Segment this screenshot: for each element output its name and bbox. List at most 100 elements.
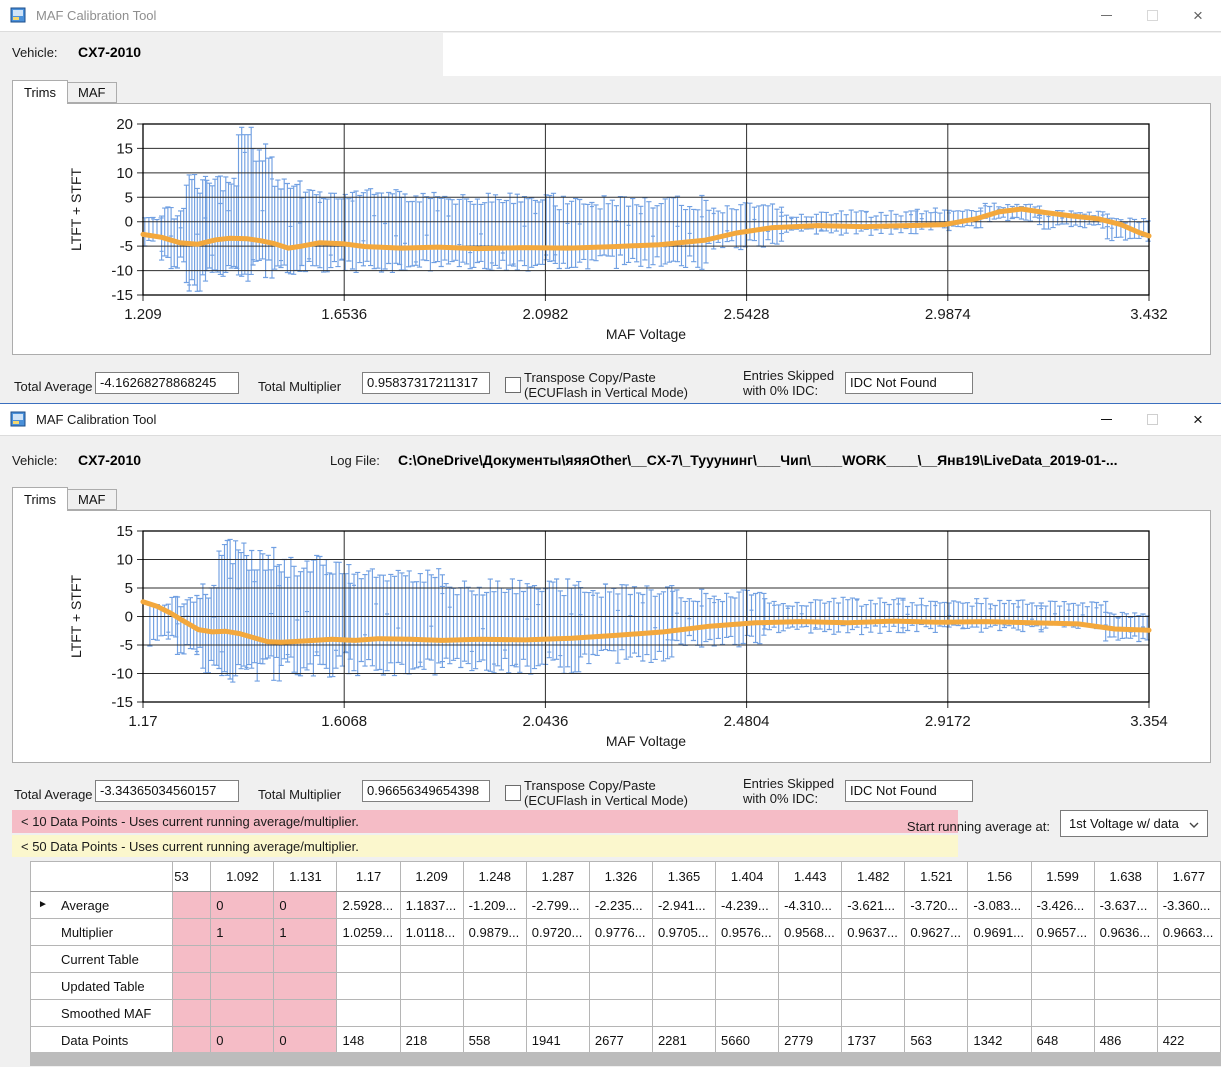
titlebar[interactable]: MAF Calibration Tool × xyxy=(0,404,1221,436)
table-cell[interactable]: 0 xyxy=(274,1027,337,1054)
table-cell[interactable]: 2.5928... xyxy=(337,892,400,919)
table-cell[interactable]: 1737 xyxy=(842,1027,905,1054)
table-cell[interactable]: -2.799... xyxy=(526,892,589,919)
table-cell[interactable] xyxy=(337,1000,400,1027)
table-cell[interactable] xyxy=(589,946,652,973)
table-cell[interactable] xyxy=(905,973,968,1000)
row-header[interactable]: Multiplier xyxy=(31,919,173,946)
table-cell[interactable]: -2.235... xyxy=(589,892,652,919)
table-cell[interactable] xyxy=(173,1000,211,1027)
maximize-button[interactable] xyxy=(1129,404,1175,435)
table-cell[interactable]: 2281 xyxy=(652,1027,715,1054)
table-cell[interactable]: 0.9776... xyxy=(589,919,652,946)
table-cell[interactable] xyxy=(1031,973,1094,1000)
table-cell[interactable] xyxy=(173,919,211,946)
table-cell[interactable] xyxy=(716,946,779,973)
table-cell[interactable] xyxy=(652,946,715,973)
transpose-checkbox[interactable] xyxy=(505,377,521,393)
table-cell[interactable] xyxy=(211,1000,274,1027)
table-cell[interactable]: 1 xyxy=(274,919,337,946)
horizontal-scrollbar[interactable] xyxy=(30,1052,1221,1066)
column-header[interactable]: 1.131 xyxy=(274,862,337,892)
titlebar[interactable]: MAF Calibration Tool × xyxy=(0,0,1221,32)
table-cell[interactable] xyxy=(1094,973,1157,1000)
table-cell[interactable] xyxy=(842,1000,905,1027)
table-cell[interactable]: -3.621... xyxy=(842,892,905,919)
table-cell[interactable]: 0.9637... xyxy=(842,919,905,946)
table-cell[interactable]: 1941 xyxy=(526,1027,589,1054)
table-cell[interactable]: 563 xyxy=(905,1027,968,1054)
column-header[interactable]: 1.209 xyxy=(400,862,463,892)
table-cell[interactable] xyxy=(463,946,526,973)
table-cell[interactable] xyxy=(463,1000,526,1027)
table-cell[interactable] xyxy=(173,892,211,919)
total-average-input[interactable]: -3.34365034560157 xyxy=(95,780,239,802)
tab-maf[interactable]: MAF xyxy=(66,82,117,103)
table-cell[interactable]: 0 xyxy=(274,892,337,919)
start-running-average-dropdown[interactable]: 1st Voltage w/ data xyxy=(1060,810,1208,837)
column-header[interactable]: 1.17 xyxy=(337,862,400,892)
corner-header[interactable] xyxy=(31,862,173,892)
table-cell[interactable]: 0.9879... xyxy=(463,919,526,946)
table-cell[interactable]: 1 xyxy=(211,919,274,946)
close-button[interactable]: × xyxy=(1175,0,1221,31)
table-cell[interactable] xyxy=(1157,946,1220,973)
table-cell[interactable] xyxy=(968,946,1031,973)
table-cell[interactable]: 0.9568... xyxy=(779,919,842,946)
column-header[interactable]: 1.326 xyxy=(589,862,652,892)
table-cell[interactable]: 486 xyxy=(1094,1027,1157,1054)
table-cell[interactable]: 1.1837... xyxy=(400,892,463,919)
table-cell[interactable] xyxy=(400,1000,463,1027)
column-header[interactable]: 1.638 xyxy=(1094,862,1157,892)
table-cell[interactable] xyxy=(842,973,905,1000)
maximize-button[interactable] xyxy=(1129,0,1175,31)
table-cell[interactable]: -1.209... xyxy=(463,892,526,919)
row-header[interactable]: Smoothed MAF xyxy=(31,1000,173,1027)
table-cell[interactable] xyxy=(1157,973,1220,1000)
table-cell[interactable] xyxy=(526,1000,589,1027)
table-cell[interactable] xyxy=(716,1000,779,1027)
total-average-input[interactable]: -4.16268278868245 xyxy=(95,372,239,394)
table-cell[interactable] xyxy=(589,1000,652,1027)
row-header[interactable]: ►Average xyxy=(31,892,173,919)
table-cell[interactable]: -3.426... xyxy=(1031,892,1094,919)
total-multiplier-input[interactable]: 0.96656349654398 xyxy=(362,780,490,802)
table-cell[interactable] xyxy=(1031,946,1094,973)
idc-skipped-box[interactable]: IDC Not Found xyxy=(845,372,973,394)
table-cell[interactable] xyxy=(842,946,905,973)
table-cell[interactable] xyxy=(173,1027,211,1054)
table-cell[interactable] xyxy=(652,1000,715,1027)
tab-trims[interactable]: Trims xyxy=(12,80,68,104)
table-cell[interactable] xyxy=(968,1000,1031,1027)
row-header[interactable]: Current Table xyxy=(31,946,173,973)
table-cell[interactable]: -3.637... xyxy=(1094,892,1157,919)
column-header[interactable]: 1.365 xyxy=(652,862,715,892)
table-cell[interactable]: 0.9576... xyxy=(716,919,779,946)
column-header[interactable]: 1.482 xyxy=(842,862,905,892)
table-cell[interactable]: -2.941... xyxy=(652,892,715,919)
table-cell[interactable] xyxy=(905,946,968,973)
table-cell[interactable] xyxy=(211,946,274,973)
total-multiplier-input[interactable]: 0.95837317211317 xyxy=(362,372,490,394)
tab-trims[interactable]: Trims xyxy=(12,487,68,511)
table-cell[interactable]: 0 xyxy=(211,1027,274,1054)
table-cell[interactable]: -3.360... xyxy=(1157,892,1220,919)
table-cell[interactable] xyxy=(173,946,211,973)
table-cell[interactable]: 1.0118... xyxy=(400,919,463,946)
table-cell[interactable]: 1.0259... xyxy=(337,919,400,946)
table-cell[interactable]: 2677 xyxy=(589,1027,652,1054)
table-cell[interactable] xyxy=(779,946,842,973)
idc-skipped-box[interactable]: IDC Not Found xyxy=(845,780,973,802)
table-cell[interactable] xyxy=(1094,1000,1157,1027)
column-header[interactable]: 1.521 xyxy=(905,862,968,892)
table-cell[interactable]: 0.9691... xyxy=(968,919,1031,946)
table-cell[interactable] xyxy=(779,1000,842,1027)
table-cell[interactable] xyxy=(337,973,400,1000)
table-cell[interactable] xyxy=(526,946,589,973)
column-header[interactable]: 1.404 xyxy=(716,862,779,892)
column-header[interactable]: 1.248 xyxy=(463,862,526,892)
minimize-button[interactable] xyxy=(1083,404,1129,435)
table-cell[interactable]: 0.9705... xyxy=(652,919,715,946)
table-cell[interactable]: 1342 xyxy=(968,1027,1031,1054)
table-cell[interactable]: 0.9663... xyxy=(1157,919,1220,946)
